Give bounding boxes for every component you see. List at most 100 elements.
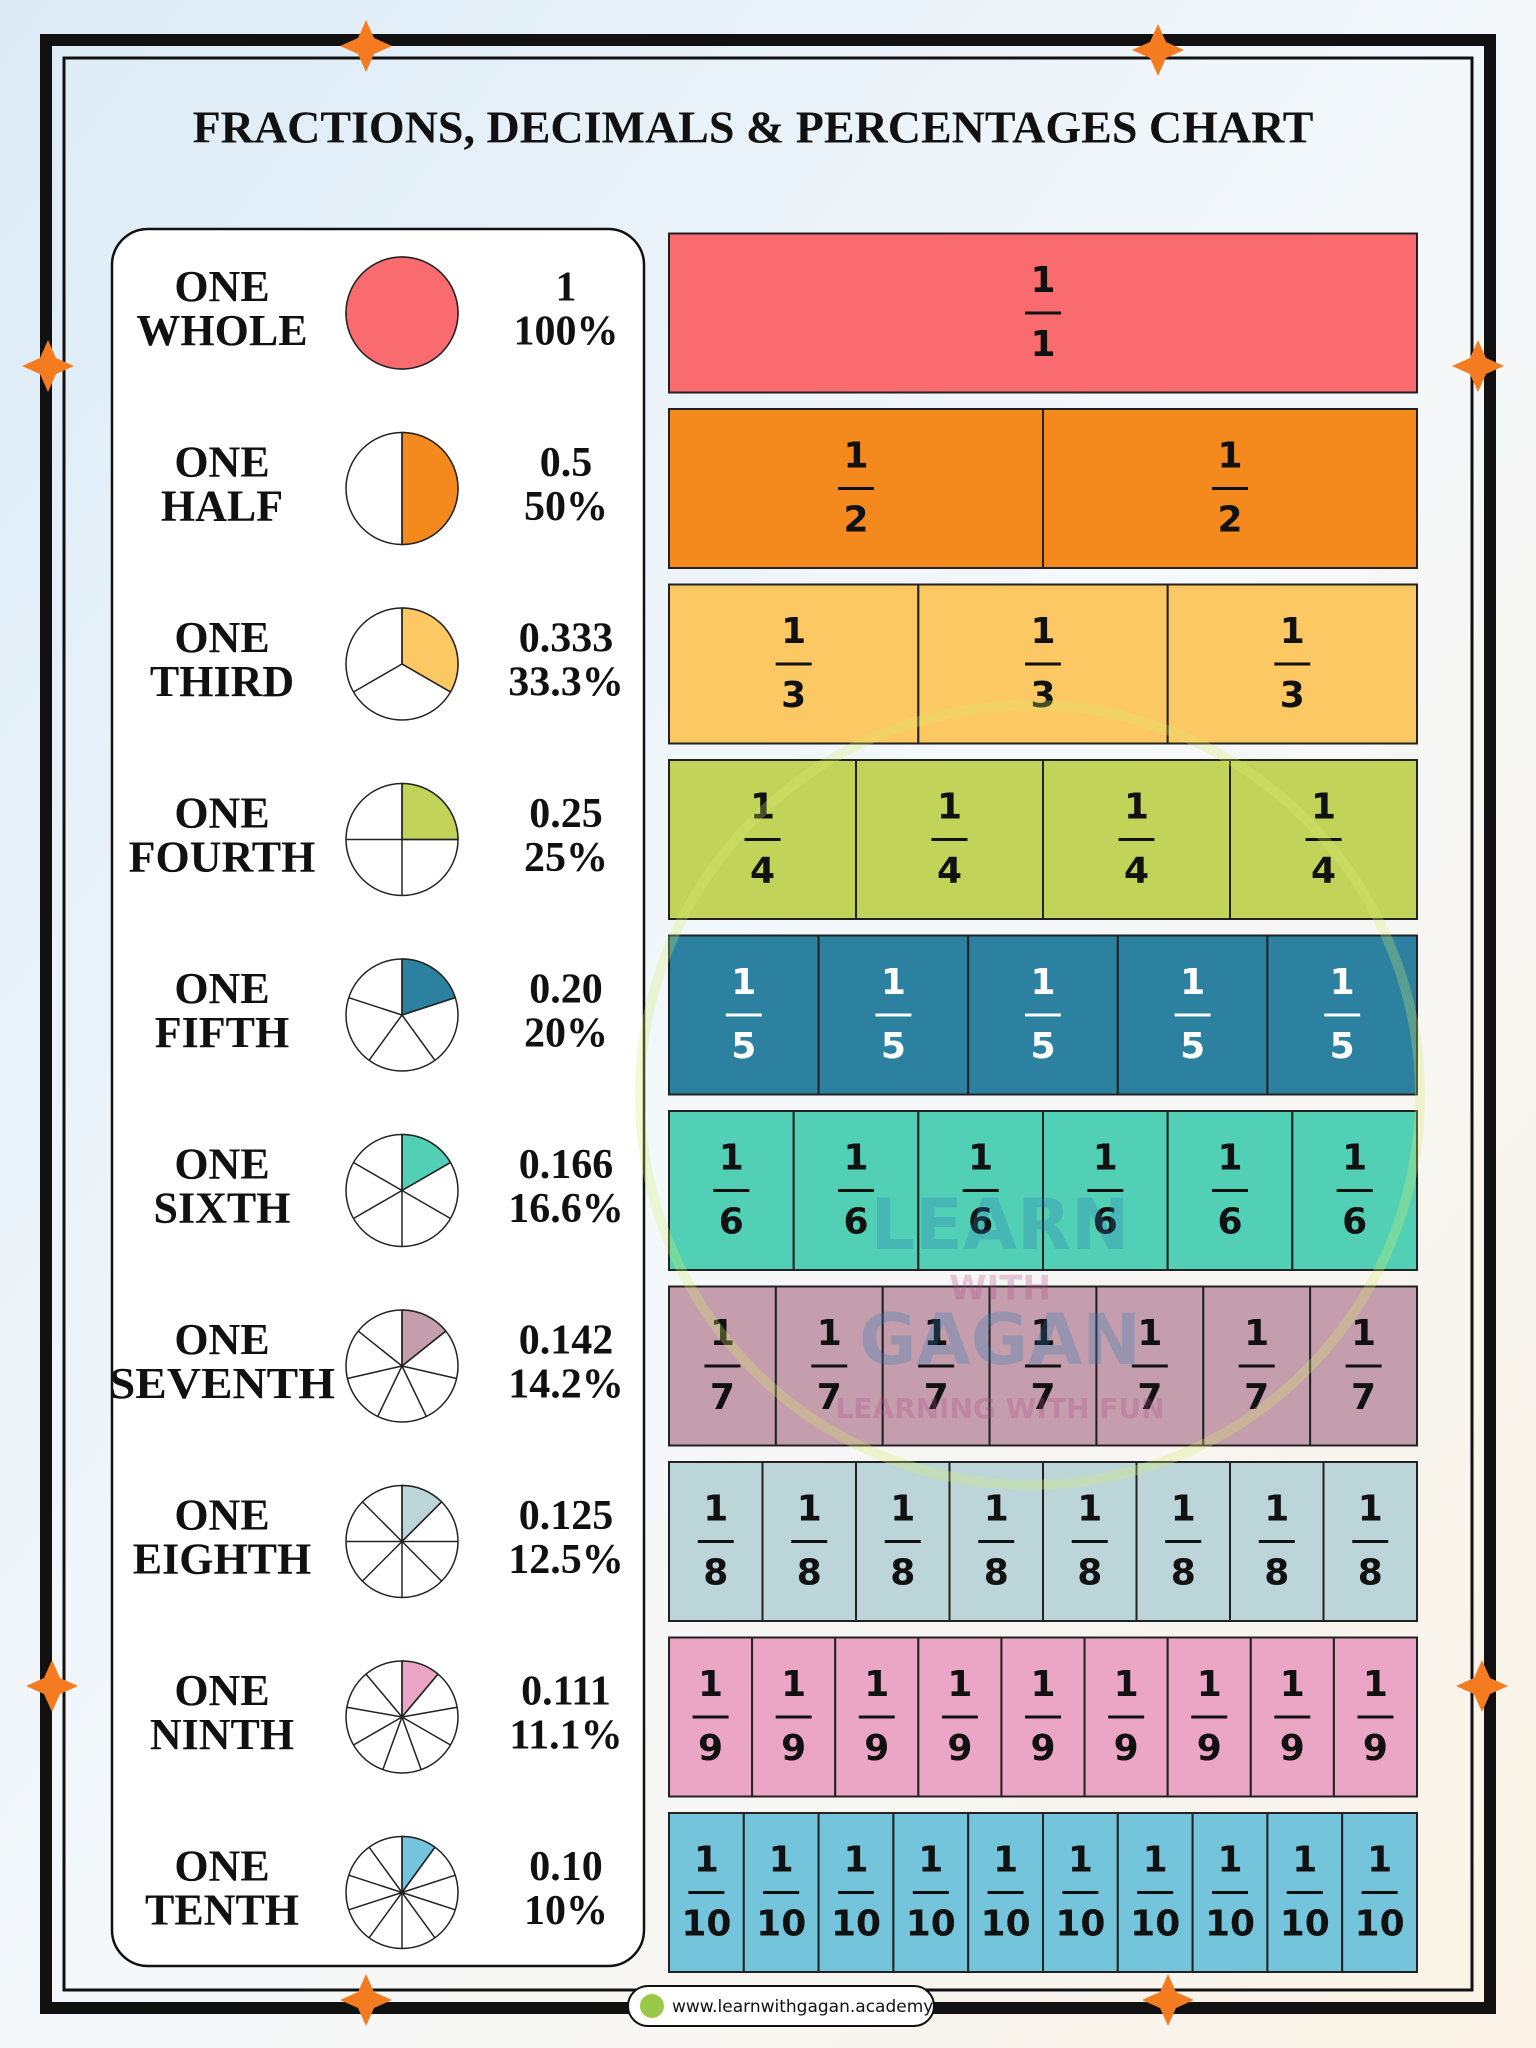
numerator: 1 (797, 1489, 822, 1530)
denominator: 8 (1077, 1553, 1102, 1594)
denominator: 9 (1030, 1728, 1055, 1769)
numerator: 1 (1114, 1664, 1139, 1705)
decimal: 0.333 (519, 616, 614, 662)
left-panel (110, 227, 646, 1968)
pie-divider (401, 1365, 427, 1417)
pie-divider (401, 1673, 439, 1718)
denominator: 9 (781, 1728, 806, 1769)
footer-pill (627, 1985, 935, 2027)
footer-link[interactable]: www.learnwithgagan.academy (672, 1997, 933, 2017)
numerator: 1 (1244, 1313, 1269, 1354)
row-name: ONE (174, 1315, 269, 1364)
pie-divider (365, 1673, 403, 1718)
denominator: 4 (1124, 851, 1149, 892)
star (26, 1660, 78, 1712)
fraction-segment (1229, 759, 1418, 920)
denominator: 9 (1363, 1728, 1388, 1769)
numerator: 1 (817, 1313, 842, 1354)
pie-sector (401, 958, 457, 1017)
numerator: 1 (843, 436, 868, 477)
title: FRACTIONS, DECIMALS & PERCENTAGES CHART (193, 102, 1314, 153)
numerator: 1 (918, 1840, 943, 1881)
pie-sector (401, 607, 459, 694)
pie-sector (401, 1309, 447, 1368)
watermark-text: LEARNING WITH FUN (835, 1392, 1164, 1425)
row-name: ONE (174, 964, 269, 1013)
denominator: 2 (1217, 500, 1242, 541)
star (1132, 24, 1184, 76)
pie-divider (361, 1540, 403, 1582)
numerator: 1 (1217, 1138, 1242, 1179)
numerator: 1 (769, 1840, 794, 1881)
row-name: ONE (174, 1491, 269, 1540)
pie-divider (353, 663, 403, 693)
denominator: 4 (1311, 851, 1336, 892)
numerator: 1 (1330, 962, 1355, 1003)
numerator: 1 (1077, 1489, 1102, 1530)
decimal: 0.166 (519, 1142, 614, 1188)
row-name: ONE (174, 1140, 269, 1189)
row-name: FIFTH (155, 1008, 289, 1057)
numerator: 1 (1124, 787, 1149, 828)
numerator: 1 (781, 611, 806, 652)
denominator: 10 (1130, 1904, 1180, 1945)
pie-divider (401, 1330, 447, 1367)
numerator: 1 (1180, 962, 1205, 1003)
denominator: 5 (881, 1026, 906, 1067)
pie-divider (401, 1014, 436, 1061)
numerator: 1 (1217, 436, 1242, 477)
numerator: 1 (1030, 962, 1055, 1003)
percent: 16.6% (508, 1186, 624, 1232)
denominator: 6 (843, 1202, 868, 1243)
denominator: 7 (924, 1377, 949, 1418)
row-name: ONE (174, 613, 269, 662)
percent: 100% (514, 309, 619, 355)
denominator: 8 (797, 1553, 822, 1594)
numerator: 1 (750, 787, 775, 828)
denominator: 7 (1351, 1377, 1376, 1418)
pie-sector (401, 1133, 452, 1192)
denominator: 6 (1093, 1202, 1118, 1243)
denominator: 4 (937, 851, 962, 892)
numerator: 1 (1351, 1313, 1376, 1354)
denominator: 3 (1030, 675, 1055, 716)
denominator: 5 (1030, 1026, 1055, 1067)
denominator: 8 (703, 1553, 728, 1594)
denominator: 10 (831, 1904, 881, 1945)
numerator: 1 (719, 1138, 744, 1179)
row-name: ONE (174, 438, 269, 487)
numerator: 1 (993, 1840, 1018, 1881)
denominator: 1 (1030, 324, 1055, 365)
pie-divider (353, 1189, 403, 1220)
numerator: 1 (698, 1664, 723, 1705)
numerator: 1 (703, 1489, 728, 1530)
numerator: 1 (947, 1664, 972, 1705)
numerator: 1 (1030, 611, 1055, 652)
pie-divider (401, 1892, 436, 1939)
pie-divider (401, 1365, 457, 1380)
decimal: 1 (556, 265, 577, 311)
star (340, 20, 392, 72)
denominator: 10 (1055, 1904, 1105, 1945)
denominator: 8 (1264, 1553, 1289, 1594)
denominator: 5 (1180, 1026, 1205, 1067)
decimal: 0.25 (529, 791, 603, 837)
pie-divider (346, 1706, 403, 1718)
denominator: 5 (731, 1026, 756, 1067)
denominator: 3 (781, 675, 806, 716)
denominator: 4 (750, 851, 775, 892)
watermark-text: WITH (949, 1269, 1051, 1309)
decimal: 0.20 (529, 967, 603, 1013)
row-name: TENTH (145, 1886, 299, 1935)
denominator: 9 (947, 1728, 972, 1769)
denominator: 8 (1358, 1553, 1383, 1594)
numerator: 1 (1068, 1840, 1093, 1881)
fraction-segment (817, 1812, 895, 1973)
pie-sector (345, 256, 459, 370)
numerator: 1 (1171, 1489, 1196, 1530)
row-name: SEVENTH (109, 1359, 335, 1408)
row-name: NINTH (150, 1710, 294, 1759)
numerator: 1 (924, 1313, 949, 1354)
numerator: 1 (1137, 1313, 1162, 1354)
numerator: 1 (1280, 1664, 1305, 1705)
